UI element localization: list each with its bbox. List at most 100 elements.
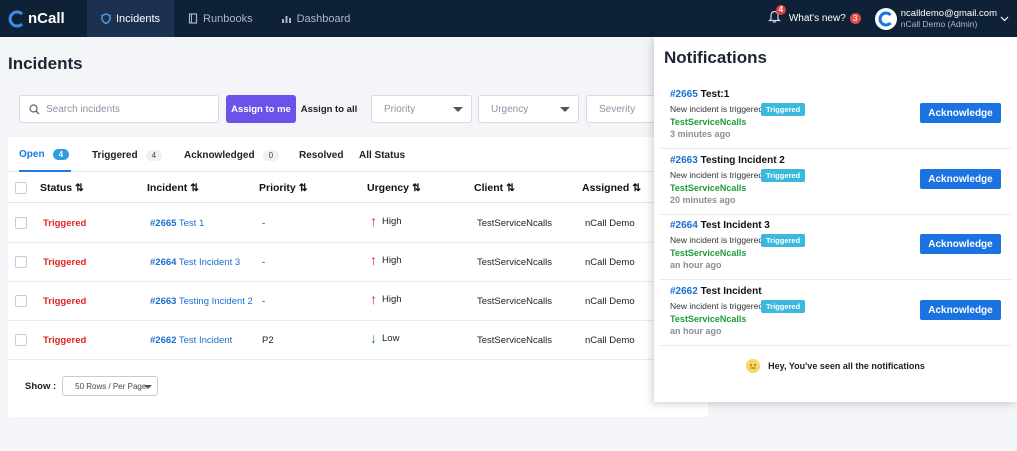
urgency-value: ↓ Low [370, 330, 400, 346]
tab-count-badge: 0 [262, 150, 280, 161]
acknowledge-button[interactable]: Acknowledge [920, 169, 1001, 189]
nav-tab-label: Incidents [116, 12, 161, 25]
service-name: TestServiceNcalls [670, 183, 747, 193]
table-row[interactable]: Triggered #2665 Test 1 - ↑ High TestServi… [8, 204, 708, 243]
notification-item[interactable]: #2664 Test Incident 3 New incident is tr… [660, 215, 1011, 280]
nav-tab-dashboard[interactable]: Dashboard [267, 0, 365, 37]
acknowledge-button[interactable]: Acknowledge [920, 234, 1001, 254]
column-priority[interactable]: Priority ⇅ [259, 182, 308, 194]
arrow-up-icon: ↑ [370, 252, 377, 268]
tab-resolved[interactable]: Resolved [299, 139, 343, 172]
notification-time: an hour ago [670, 260, 722, 270]
notification-time: 3 minutes ago [670, 129, 731, 139]
notification-title[interactable]: #2665 Test:1 [670, 89, 730, 100]
column-assigned[interactable]: Assigned ⇅ [582, 182, 641, 194]
assigned-value: nCall Demo [585, 218, 635, 229]
notifications-bell[interactable]: 4 [767, 5, 786, 27]
sort-icon: ⇅ [298, 182, 308, 194]
incidents-card: Search incidents Assign to me Assign to … [8, 82, 708, 417]
notification-time: an hour ago [670, 326, 722, 336]
row-checkbox[interactable] [15, 256, 27, 268]
arrow-up-icon: ↑ [370, 213, 377, 229]
column-status[interactable]: Status ⇅ [40, 182, 84, 194]
ncall-logo-icon [8, 10, 24, 27]
row-checkbox[interactable] [15, 217, 27, 229]
notification-text: New incident is triggered [670, 301, 764, 311]
sort-icon: ⇅ [632, 182, 641, 194]
all-seen-message: Hey, You've seen all the notifications [654, 359, 1017, 373]
notification-item[interactable]: #2662 Test Incident New incident is trig… [660, 281, 1011, 346]
avatar [874, 7, 897, 30]
notifications-title: Notifications [664, 48, 767, 67]
rows-per-page-value: 50 Rows / Per Page [75, 381, 147, 391]
priority-value: P2 [262, 335, 274, 346]
arrow-down-icon: ↓ [370, 330, 377, 346]
client-value: TestServiceNcalls [477, 257, 552, 268]
client-value: TestServiceNcalls [477, 218, 552, 229]
nav-tab-label: Runbooks [203, 12, 253, 25]
notification-item[interactable]: #2663 Testing Incident 2 New incident is… [660, 150, 1011, 215]
incident-link[interactable]: #2664 Test Incident 3 [150, 257, 241, 268]
tab-count-badge: 4 [52, 149, 70, 160]
urgency-select[interactable]: Urgency [478, 95, 579, 123]
column-incident[interactable]: Incident ⇅ [147, 182, 199, 194]
user-role: nCall Demo (Admin) [900, 18, 978, 29]
row-checkbox[interactable] [15, 295, 27, 307]
urgency-value: ↑ High [370, 291, 402, 307]
service-name: TestServiceNcalls [670, 117, 747, 127]
notification-title[interactable]: #2664 Test Incident 3 [670, 220, 770, 231]
chart-icon [281, 15, 291, 23]
acknowledge-button[interactable]: Acknowledge [920, 300, 1001, 320]
table-row[interactable]: Triggered #2662 Test Incident P2 ↓ Low Te… [8, 321, 708, 360]
caret-down-icon [144, 385, 153, 389]
assign-to-all-button[interactable]: Assign to all [300, 103, 358, 115]
client-value: TestServiceNcalls [477, 296, 552, 307]
priority-select[interactable]: Priority [371, 95, 472, 123]
table-row[interactable]: Triggered #2663 Testing Incident 2 - ↑ Hi… [8, 282, 708, 321]
incident-link[interactable]: #2662 Test Incident [150, 335, 233, 346]
rows-per-page-select[interactable]: 50 Rows / Per Page [62, 376, 159, 396]
table-header: Status ⇅ Incident ⇅ Priority ⇅ Urgency ⇅… [8, 173, 708, 203]
tab-open[interactable]: Open 4 [19, 139, 72, 172]
caret-down-icon [453, 107, 463, 112]
tab-count-badge: 4 [145, 150, 163, 161]
column-client[interactable]: Client ⇅ [474, 182, 515, 194]
nav-tab-runbooks[interactable]: Runbooks [174, 0, 267, 37]
nav-tab-label: Dashboard [296, 12, 351, 25]
column-urgency[interactable]: Urgency ⇅ [367, 182, 421, 194]
acknowledge-button[interactable]: Acknowledge [920, 103, 1001, 123]
whats-new-link[interactable]: What's new? [788, 13, 846, 24]
status-text: Triggered [43, 218, 87, 229]
incident-link[interactable]: #2663 Testing Incident 2 [150, 296, 253, 307]
incident-link[interactable]: #2665 Test 1 [150, 218, 205, 229]
priority-value: - [262, 218, 266, 229]
table-row[interactable]: Triggered #2664 Test Incident 3 - ↑ High … [8, 243, 708, 282]
status-badge: Triggered [761, 103, 806, 116]
tab-all-status[interactable]: All Status [359, 139, 405, 172]
nav-tab-incidents[interactable]: Incidents [87, 0, 175, 37]
brand-logo[interactable]: nCall [0, 10, 87, 28]
whats-new-count-badge: 3 [849, 13, 861, 24]
status-tabs: Open 4 Triggered 4 Acknowledged 0 Resolv… [8, 139, 708, 172]
search-placeholder: Search incidents [46, 103, 120, 115]
priority-value: - [262, 296, 266, 307]
client-value: TestServiceNcalls [477, 335, 552, 346]
bell-count-badge: 4 [775, 5, 786, 15]
priority-value: - [262, 257, 266, 268]
notification-title[interactable]: #2662 Test Incident [670, 286, 762, 297]
user-menu[interactable]: ncalldemo@gmail.com nCall Demo (Admin) [874, 7, 1009, 30]
search-input[interactable]: Search incidents [19, 95, 219, 123]
status-text: Triggered [43, 257, 87, 268]
urgency-value: ↑ High [370, 213, 402, 229]
notification-item[interactable]: #2665 Test:1 New incident is triggered T… [660, 84, 1011, 149]
tab-label: All Status [359, 150, 406, 161]
page-title: Incidents [8, 54, 83, 73]
notification-text: New incident is triggered [670, 170, 764, 180]
notification-title[interactable]: #2663 Testing Incident 2 [670, 155, 785, 166]
row-checkbox[interactable] [15, 334, 27, 346]
tab-acknowledged[interactable]: Acknowledged 0 [184, 139, 280, 172]
tab-triggered[interactable]: Triggered 4 [92, 139, 163, 172]
select-all-checkbox[interactable] [15, 182, 27, 194]
assign-to-me-button[interactable]: Assign to me [226, 95, 296, 123]
assigned-value: nCall Demo [585, 296, 635, 307]
